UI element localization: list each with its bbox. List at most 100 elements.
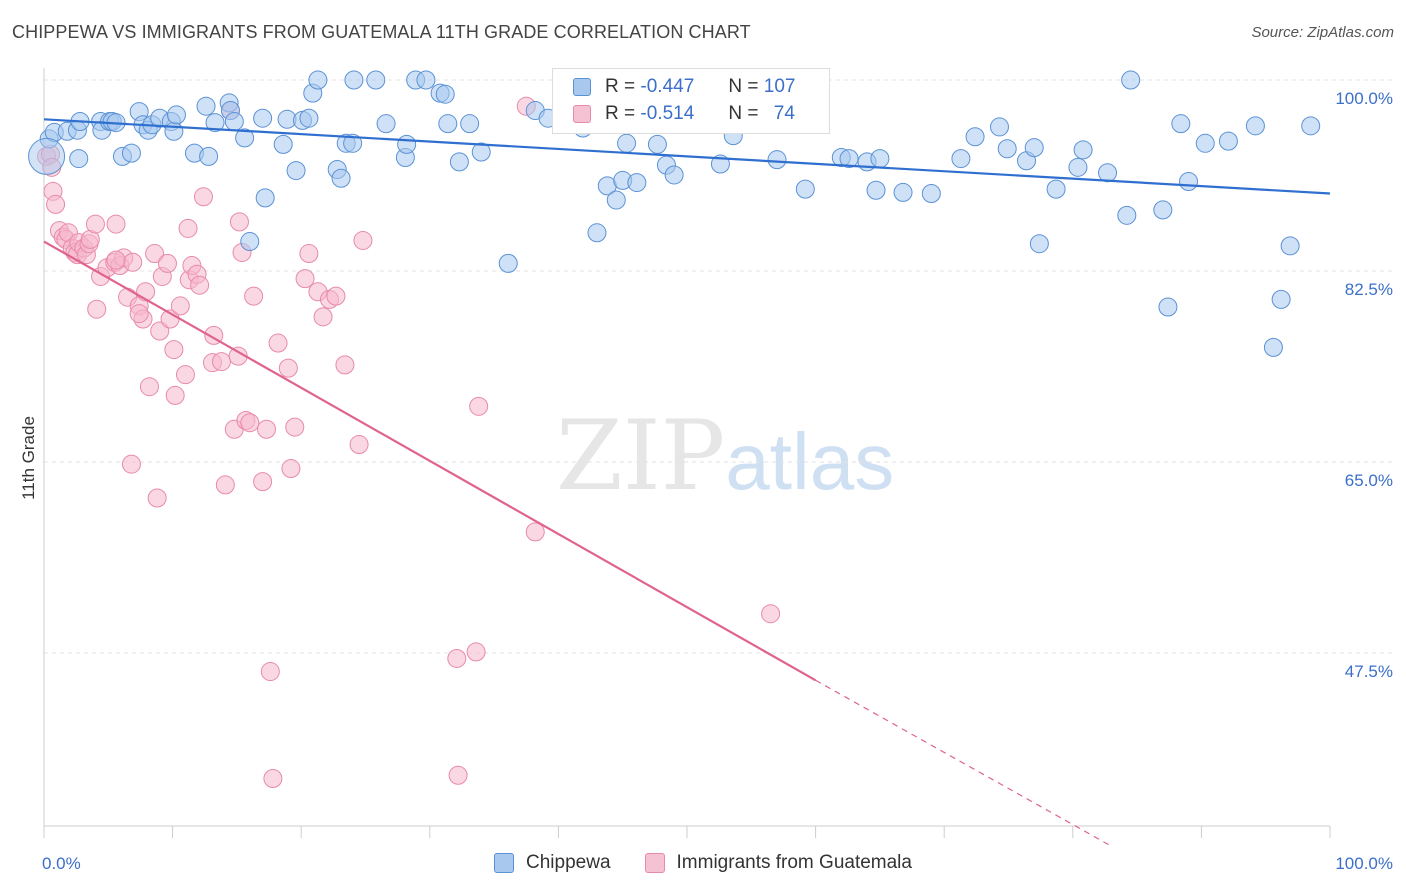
chippewa-point [344, 70, 364, 90]
guatemala-point [469, 396, 489, 416]
chippewa-point [69, 149, 89, 169]
watermark-atlas: atlas [725, 417, 895, 506]
chippewa-point [438, 114, 458, 134]
legend-n-label: N = [728, 76, 759, 97]
chart-title: CHIPPEWA VS IMMIGRANTS FROM GUATEMALA 11… [12, 22, 751, 42]
chippewa-point [1271, 289, 1291, 309]
legend-row-guatemala: R = -0.514 N = 74 [573, 101, 795, 127]
chippewa-point [839, 149, 859, 169]
chippewa-point [255, 188, 275, 208]
chippewa-point-large [28, 137, 66, 175]
guatemala-point [278, 358, 298, 378]
guatemala-point [129, 304, 149, 324]
guatemala-point [229, 212, 249, 232]
guatemala-point [87, 299, 107, 319]
chippewa-point [617, 133, 637, 153]
chippewa-point [1046, 179, 1066, 199]
guatemala-point [447, 648, 467, 668]
guatemala-point [145, 244, 165, 264]
chippewa-point [587, 223, 607, 243]
guatemala-point [326, 286, 346, 306]
chippewa-point [196, 96, 216, 116]
chippewa-point [1068, 157, 1088, 177]
chippewa-point [199, 146, 219, 166]
chippewa-point [965, 127, 985, 147]
legend-item-chippewa: Chippewa [494, 852, 611, 874]
chippewa-point [795, 179, 815, 199]
chippewa-point [921, 184, 941, 204]
source-label: Source: ZipAtlas.com [1251, 24, 1394, 41]
legend-label-chippewa: Chippewa [526, 852, 611, 873]
trend-lines [43, 118, 1331, 847]
guatemala-point [240, 413, 260, 433]
guatemala-point [299, 244, 319, 264]
guatemala-point [85, 214, 105, 234]
chippewa-point [299, 108, 319, 128]
chippewa-point [866, 180, 886, 200]
guatemala-point [335, 355, 355, 375]
series-legend: Chippewa Immigrants from Guatemala [0, 852, 1406, 874]
chippewa-point [1098, 163, 1118, 183]
guatemala-point [244, 286, 264, 306]
guatemala-point [466, 642, 486, 662]
chippewa-point [164, 121, 184, 141]
chippewa-point [606, 190, 626, 210]
chippewa-point [235, 128, 255, 148]
y-tick-label: 47.5% [1345, 662, 1393, 681]
legend-n-label: N = [728, 103, 759, 124]
guatemala-trend-line [43, 240, 817, 682]
legend-n-value: 74 [773, 103, 795, 124]
chippewa-point [1245, 116, 1265, 136]
chippewa-point [308, 70, 328, 90]
guatemala-point [761, 604, 781, 624]
legend-r-label: R = [605, 103, 636, 124]
x-tick-marks [43, 826, 1331, 838]
legend-n-value: 107 [763, 76, 796, 97]
guatemala-point [164, 340, 184, 360]
guatemala-point [211, 352, 231, 372]
guatemala-point [285, 417, 305, 437]
chippewa-point [397, 134, 417, 154]
x-tick-label-min: 0.0% [42, 854, 81, 873]
y-axis-title: 11th Grade [19, 416, 38, 500]
y-tick-label: 82.5% [1345, 280, 1393, 299]
guatemala-point [253, 472, 273, 492]
guatemala-point [349, 435, 369, 455]
legend-row-chippewa: R = -0.447 N = 107 [573, 74, 795, 100]
series-chippewa [28, 70, 1321, 357]
chippewa-point [1121, 70, 1141, 90]
guatemala-point [215, 475, 235, 495]
guatemala-point [157, 253, 177, 273]
legend-r-value: -0.447 [640, 76, 695, 97]
guatemala-trend-extension [815, 679, 1112, 847]
chippewa-point [286, 161, 306, 181]
legend-item-guatemala: Immigrants from Guatemala [644, 852, 912, 874]
series-guatemala [37, 96, 781, 789]
stats-legend: R = -0.447 N = 107 R = -0.514 N = 74 [552, 68, 830, 134]
watermark: ZIPatlas [556, 400, 894, 512]
chippewa-point [121, 143, 141, 163]
chippewa-point [664, 165, 684, 185]
legend-r-label: R = [605, 76, 636, 97]
chippewa-point [1195, 133, 1215, 153]
chippewa-point [893, 182, 913, 202]
chippewa-point [435, 84, 455, 104]
chippewa-point [1153, 200, 1173, 220]
chippewa-point [460, 114, 480, 134]
guatemala-point [268, 333, 288, 353]
chippewa-point [253, 108, 273, 128]
chippewa-point [343, 133, 363, 153]
guatemala-point [46, 194, 66, 214]
chippewa-point [205, 113, 225, 133]
watermark-zip: ZIP [556, 400, 726, 512]
chippewa-point [1171, 114, 1191, 134]
legend-swatch-pink [573, 105, 591, 123]
chippewa-point [1158, 297, 1178, 317]
chippewa-point [273, 134, 293, 154]
chippewa-point [627, 173, 647, 193]
legend-swatch-pink [644, 853, 665, 873]
chippewa-point [376, 114, 396, 134]
chippewa-point [1301, 116, 1321, 136]
guatemala-point [121, 454, 141, 474]
guatemala-point [106, 214, 126, 234]
